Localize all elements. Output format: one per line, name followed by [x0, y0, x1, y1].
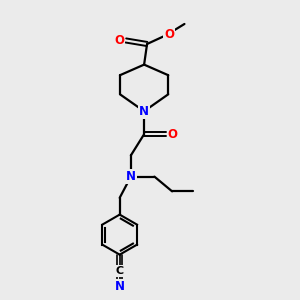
Text: N: N	[115, 280, 125, 293]
Text: O: O	[114, 34, 124, 47]
Text: N: N	[139, 105, 149, 118]
Text: C: C	[116, 266, 124, 276]
Text: N: N	[126, 170, 136, 183]
Text: O: O	[168, 128, 178, 141]
Text: O: O	[164, 28, 174, 41]
